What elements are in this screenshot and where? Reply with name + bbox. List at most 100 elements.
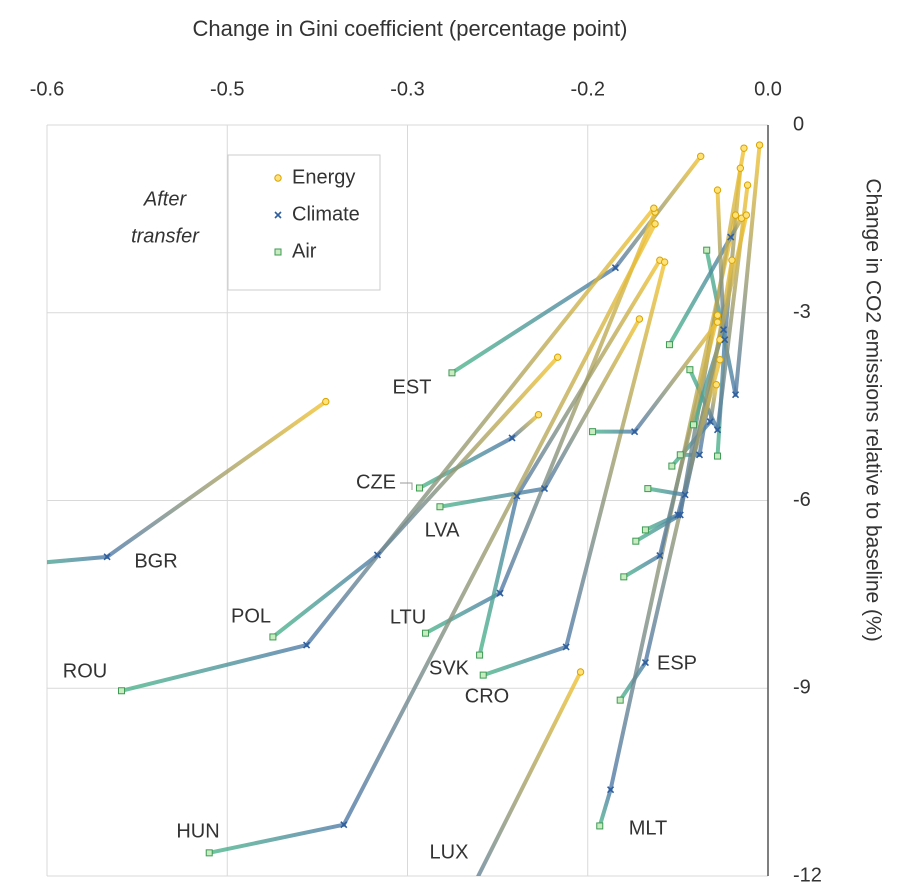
air-marker: [668, 462, 676, 470]
climate-marker: [719, 326, 728, 334]
climate-marker: [496, 589, 504, 597]
country-line: [477, 494, 519, 658]
country-line: [715, 188, 726, 332]
point-label: EST: [393, 376, 432, 398]
air-marker: [589, 428, 597, 436]
country-line: [423, 591, 503, 636]
y-tick-label: -6: [793, 489, 811, 511]
energy-marker: [322, 397, 330, 406]
point-label: MLT: [629, 817, 668, 839]
energy-marker: [576, 668, 585, 676]
country-line: [270, 552, 380, 639]
point-label: CZE: [356, 471, 396, 493]
climate-marker: [302, 641, 311, 649]
energy-marker: [697, 152, 705, 160]
x-tick-label: -0.2: [571, 78, 605, 100]
point-label: CRO: [465, 685, 509, 707]
legend-marker: [274, 211, 282, 219]
energy-marker: [716, 335, 724, 344]
y-axis-label: Change in CO2 emissions relative to base…: [861, 178, 884, 641]
country-line: [119, 643, 309, 693]
air-marker: [20, 561, 26, 567]
chart-title: Change in Gini coefficient (percentage p…: [193, 16, 628, 41]
air-marker: [703, 246, 711, 254]
energy-marker: [554, 353, 562, 361]
energy-marker: [740, 144, 748, 152]
air-marker: [448, 369, 456, 377]
climate-marker: [508, 434, 516, 442]
country-line: [643, 512, 680, 532]
country-line: [207, 822, 346, 855]
energy-marker: [635, 315, 644, 323]
energy-marker: [716, 355, 724, 364]
country-line: [304, 206, 656, 648]
legend-label: Climate: [292, 203, 360, 225]
y-tick-label: 0: [793, 113, 804, 135]
y-tick-label: -12: [793, 864, 822, 886]
annotation: After: [143, 188, 188, 210]
energy-marker: [712, 381, 721, 389]
country-line: [708, 382, 719, 424]
climate-marker: [727, 233, 735, 241]
energy-marker: [736, 164, 745, 172]
energy-marker: [713, 311, 722, 319]
point-label: LVA: [425, 519, 460, 541]
country-lines: [47, 143, 762, 876]
markers: [20, 141, 764, 857]
point-label: LUX: [430, 841, 469, 863]
point-label: SVK: [429, 657, 470, 679]
air-marker: [416, 484, 424, 492]
energy-marker: [713, 318, 722, 326]
country-line: [514, 258, 662, 499]
air-marker: [620, 573, 628, 581]
energy-marker: [742, 211, 751, 219]
country-line: [657, 313, 720, 558]
air-marker: [632, 537, 640, 545]
air-marker: [205, 849, 213, 857]
country-line: [621, 553, 662, 579]
energy-marker: [755, 141, 764, 149]
climate-marker: [713, 426, 722, 434]
air-marker: [641, 526, 649, 534]
annotation: transfer: [131, 225, 200, 247]
y-tick-label: -9: [793, 677, 811, 699]
climate-marker: [611, 264, 619, 272]
air-marker: [644, 485, 652, 493]
country-line: [47, 554, 110, 565]
energy-marker: [650, 204, 658, 212]
air-marker: [686, 366, 694, 374]
air-marker: [269, 633, 277, 641]
climate-marker: [340, 821, 348, 829]
legend-label: Air: [292, 240, 317, 262]
y-tick-label: -3: [793, 301, 811, 323]
country-line: [733, 143, 762, 397]
climate-marker: [631, 428, 639, 436]
air-marker: [616, 696, 624, 704]
country-line: [105, 399, 328, 559]
country-line: [564, 260, 667, 649]
climate-marker: [103, 553, 111, 561]
air-marker: [118, 687, 126, 695]
point-label: ESP: [657, 652, 697, 674]
country-line: [510, 412, 541, 440]
air-marker: [596, 822, 604, 830]
climate-marker: [674, 511, 682, 519]
country-line: [449, 265, 618, 375]
air-marker: [689, 421, 697, 429]
climate-marker: [373, 551, 382, 559]
climate-marker: [676, 511, 684, 519]
energy-marker: [731, 211, 740, 219]
energy-marker: [713, 186, 722, 194]
x-tick-label: -0.5: [210, 78, 244, 100]
x-tick-label: -0.6: [30, 78, 64, 100]
legend-label: Energy: [292, 166, 355, 188]
country-line: [375, 355, 560, 557]
climate-marker: [562, 643, 570, 651]
energy-marker: [660, 258, 669, 266]
country-line: [437, 486, 547, 509]
country-line: [341, 221, 658, 827]
climate-marker: [607, 786, 615, 794]
energy-marker: [534, 411, 543, 419]
legend-box: [227, 154, 381, 291]
